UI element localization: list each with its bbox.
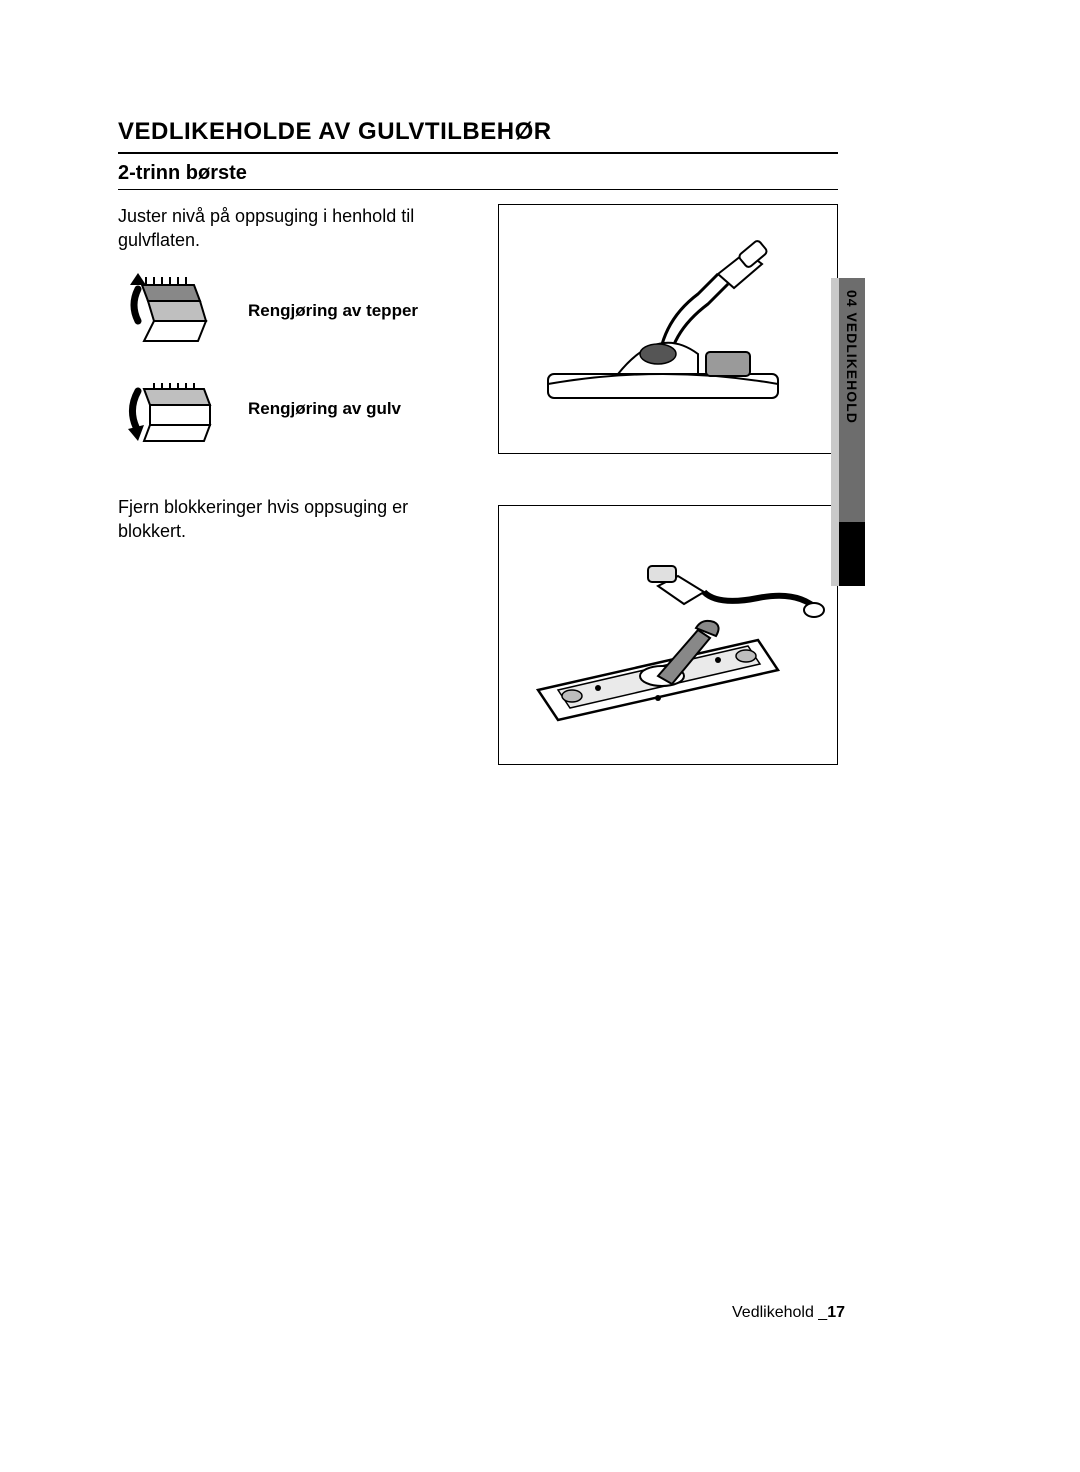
figure-brush-side <box>498 204 838 454</box>
brush-switch-carpet-icon <box>126 271 216 351</box>
footer-section-name: Vedlikehold _ <box>732 1304 827 1321</box>
page-footer: Vedlikehold _17 <box>732 1304 845 1322</box>
footer-page-number: 17 <box>827 1304 845 1321</box>
figure-brush-underside <box>498 505 838 765</box>
two-column-row-1: Juster nivå på oppsuging i henhold til g… <box>118 204 838 467</box>
left-column-2: Fjern blokkeringer hvis oppsuging er blo… <box>118 495 478 765</box>
left-column: Juster nivå på oppsuging i henhold til g… <box>118 204 478 467</box>
right-column-2 <box>498 495 838 765</box>
two-column-row-2: Fjern blokkeringer hvis oppsuging er blo… <box>118 495 838 765</box>
content-area: VEDLIKEHOLDE AV GULVTILBEHØR 2-trinn bør… <box>118 118 838 765</box>
blockage-text: Fjern blokkeringer hvis oppsuging er blo… <box>118 495 478 544</box>
intro-text: Juster nivå på oppsuging i henhold til g… <box>118 204 478 253</box>
floor-label: Rengjøring av gulv <box>240 399 401 419</box>
setting-carpet-row: Rengjøring av tepper <box>118 271 478 351</box>
floor-brush-side-icon <box>518 224 818 434</box>
section-heading: VEDLIKEHOLDE AV GULVTILBEHØR <box>118 118 838 154</box>
subsection-heading: 2-trinn børste <box>118 162 838 190</box>
setting-floor-row: Rengjøring av gulv <box>118 369 478 449</box>
carpet-label: Rengjøring av tepper <box>240 301 418 321</box>
section-thumb-tab: 04 VEDLIKEHOLD <box>831 278 865 586</box>
brush-underside-clean-icon <box>508 520 828 750</box>
manual-page: VEDLIKEHOLDE AV GULVTILBEHØR 2-trinn bør… <box>0 0 1080 1472</box>
brush-switch-floor-icon <box>126 369 216 449</box>
tab-label: 04 VEDLIKEHOLD <box>839 286 865 466</box>
tab-bg-black <box>839 522 865 586</box>
right-column-1 <box>498 204 838 467</box>
